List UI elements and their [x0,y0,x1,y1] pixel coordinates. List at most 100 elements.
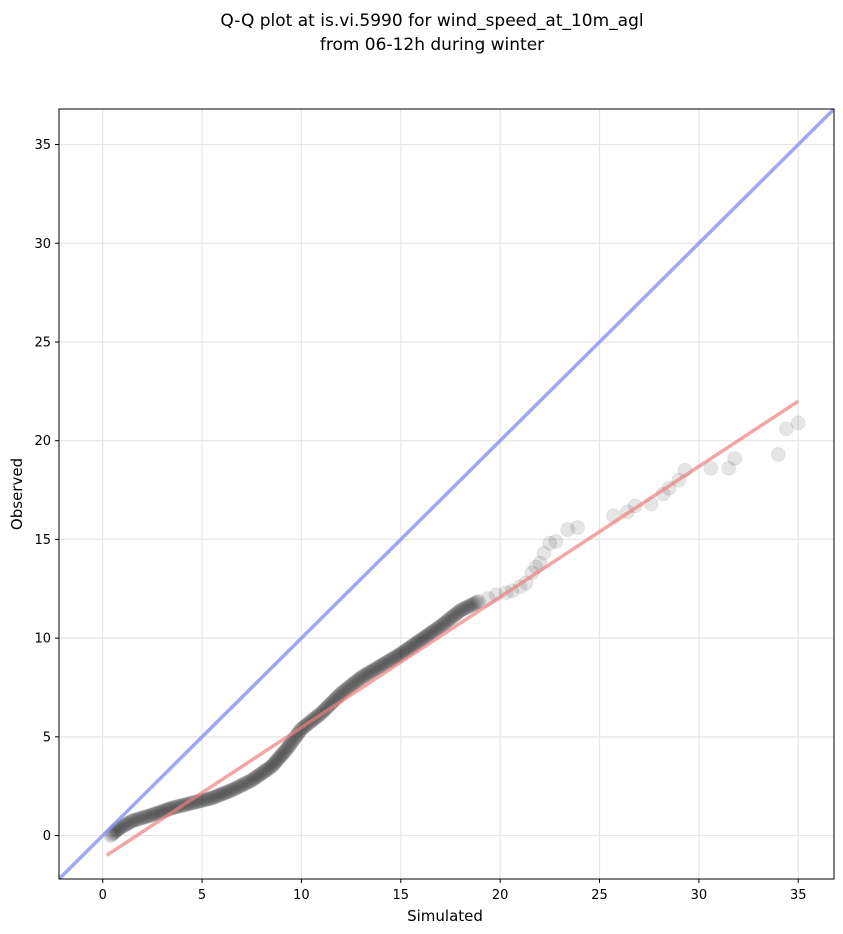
quantile-point [367,661,383,677]
y-tick-label: 0 [43,829,51,844]
quantile-point [359,666,375,682]
quantile-point [442,611,458,627]
quantile-point [470,594,486,610]
quantile-point [267,754,283,770]
quantile-point [254,765,270,781]
plot-frame [58,108,835,880]
tail-point [548,533,564,549]
quantile-point [200,791,216,807]
quantile-point [415,630,431,646]
quantile-point [227,781,243,797]
quantile-point [369,660,385,676]
quantile-point [346,675,362,691]
quantile-point [264,758,280,774]
quantile-point [271,750,287,766]
quantile-point [221,783,237,799]
quantile-point [125,813,141,829]
quantile-point [273,748,289,764]
quantile-point [431,619,447,635]
quantile-point [134,810,150,826]
quantile-point [275,746,291,762]
quantile-point [471,593,487,609]
quantile-point [437,615,453,631]
quantile-point [343,678,359,694]
quantile-point [351,671,367,687]
y-tick-label: 30 [34,237,51,252]
quantile-point [374,657,390,673]
quantile-point [259,762,275,778]
plot-area [59,109,834,879]
quantile-point [430,620,446,636]
quantile-point [363,664,379,680]
quantile-point [143,807,159,823]
quantile-point [361,665,377,681]
quantile-point [368,661,384,677]
quantile-point [119,816,135,832]
y-tick-label: 35 [34,138,51,153]
quantile-point [434,617,450,633]
tail-point [721,460,737,476]
quantile-point [417,629,433,645]
quantile-point [219,784,235,800]
quantile-point [378,655,394,671]
quantile-point [268,753,284,769]
tail-point [703,460,719,476]
quantile-point [448,606,464,622]
quantile-point [467,595,483,611]
quantile-point [236,776,252,792]
quantile-point [130,811,146,827]
quantile-point [281,738,297,754]
y-axis-label: Observed [8,458,26,530]
quantile-point [456,601,472,617]
quantile-point [247,770,263,786]
quantile-point [203,790,219,806]
quantile-point [148,805,164,821]
quantile-point [260,761,276,777]
x-tick-label: 35 [790,888,807,903]
quantile-point [420,627,436,643]
quantile-point [372,659,388,675]
tail-point [770,447,786,463]
quantile-point [201,791,217,807]
quantile-point [229,780,245,796]
quantile-point [422,626,438,642]
quantile-point [127,812,143,828]
quantile-point [280,739,296,755]
identity-line [59,109,834,879]
quantile-point [140,808,156,824]
quantile-point [228,780,244,796]
quantile-point [435,616,451,632]
quantile-point [466,596,482,612]
quantile-point [449,605,465,621]
quantile-point [132,811,148,827]
quantile-point [217,785,233,801]
quantile-point [345,676,361,692]
quantile-point [139,809,155,825]
quantile-point [126,812,142,828]
quantile-point [416,630,432,646]
quantile-point [468,595,484,611]
tail-point [560,522,576,538]
quantile-point [142,808,158,824]
y-axis-ticks: 0 5 10 15 20 25 30 35 [34,138,59,844]
tail-point [778,421,794,437]
quantile-point [257,763,273,779]
y-tick-label: 5 [43,730,51,745]
quantile-point [133,810,149,826]
quantile-point [255,764,271,780]
tail-point [536,545,552,561]
quantile-point [428,622,444,638]
quantile-point [251,767,267,783]
quantile-point [352,671,368,687]
quantile-point [224,782,240,798]
quantile-point [444,609,460,625]
quantile-point [136,809,152,825]
quantile-point [443,610,459,626]
quantile-point [207,789,223,805]
quantile-point [215,786,231,802]
tail-point [727,450,743,466]
quantile-point [433,618,449,634]
quantile-point [455,601,471,617]
quantile-point [216,785,232,801]
y-tick-label: 25 [34,335,51,350]
